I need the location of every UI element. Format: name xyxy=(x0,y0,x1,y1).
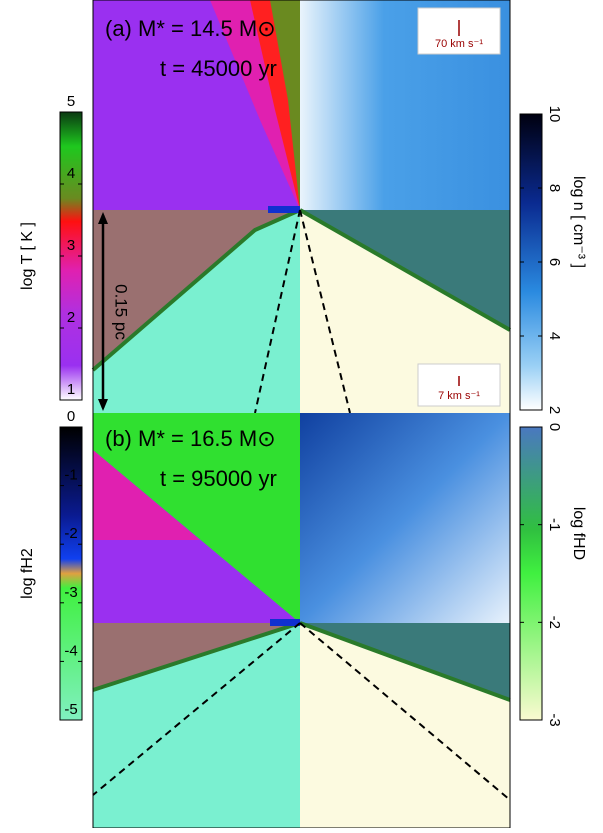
colorbar-tick-label: -5 xyxy=(64,701,77,718)
colorbar-tick-label: 2 xyxy=(546,406,563,414)
colorbar-tick-label: -1 xyxy=(546,518,563,531)
fhd-map xyxy=(300,413,510,623)
velocity-scale: 70 km s⁻¹ xyxy=(435,38,483,50)
colorbar-label: log fHD xyxy=(570,507,587,560)
fh2-map xyxy=(93,450,200,540)
temperature-map xyxy=(93,210,300,370)
temperature-map xyxy=(93,210,300,413)
colorbar-tick-label: 6 xyxy=(546,258,563,266)
colorbar-label: log fH2 xyxy=(19,548,36,599)
panel-label: (a) M* = 14.5 M⊙ xyxy=(105,16,276,41)
colorbar-tick-label: -2 xyxy=(546,616,563,629)
colorbar-tick-label: -4 xyxy=(64,642,77,659)
colorbar-tick-label: -3 xyxy=(546,713,563,726)
panel-label: (b) M* = 16.5 M⊙ xyxy=(105,426,276,451)
colorbar-tick-label: 1 xyxy=(67,381,75,398)
colorbar-tick-label: 3 xyxy=(67,237,75,254)
front xyxy=(299,208,511,332)
dashed-line xyxy=(92,622,301,796)
density-map xyxy=(300,210,510,413)
dashed-line xyxy=(299,209,351,414)
panel-time: t = 95000 yr xyxy=(160,466,277,491)
fh2-map xyxy=(93,450,300,623)
dashed-line xyxy=(254,209,301,414)
colorbar-tick-label: 4 xyxy=(546,332,563,340)
colorbar-tick-label: -1 xyxy=(64,467,77,484)
scale-bar-arrow xyxy=(98,212,108,224)
colorbar-label: log T [ K ] xyxy=(19,222,36,290)
velocity-scale: 7 km s⁻¹ xyxy=(438,390,480,402)
front xyxy=(92,621,301,692)
panel-a: 0.15 pc (a) M* = 14.5 M⊙ t = 45000 yr 70… xyxy=(91,0,511,414)
colorbar-tick-label: -3 xyxy=(64,584,77,601)
colorbar-tick-label: 0 xyxy=(546,423,563,431)
hot-region xyxy=(270,0,300,210)
front xyxy=(299,621,511,702)
fhd-map xyxy=(300,623,510,828)
colorbar-tick-label: 10 xyxy=(546,106,563,123)
colorbar-tick-label: 8 xyxy=(546,184,563,192)
scale-bar-arrow xyxy=(98,399,108,411)
colorbar-tick-label: -2 xyxy=(64,525,77,542)
disk xyxy=(270,619,300,626)
colorbar-tick-label: 5 xyxy=(67,93,75,110)
colorbar xyxy=(519,426,543,721)
colorbar xyxy=(59,426,83,721)
panel-b: (b) M* = 16.5 M⊙ t = 95000 yr xyxy=(92,413,511,828)
scale-label: 0.15 pc xyxy=(112,284,131,340)
dashed-line xyxy=(299,622,511,801)
colorbar-tick-label: 0 xyxy=(67,408,75,425)
front xyxy=(91,208,301,372)
colorbar-tick-label: 4 xyxy=(67,165,75,182)
panel-time: t = 45000 yr xyxy=(160,56,277,81)
colorbar-label: log n [ cm⁻³ ] xyxy=(570,176,587,268)
colorbar-tick-label: 2 xyxy=(67,309,75,326)
colorbars: 1 2 3 4 5 log T [ K ] 2 4 6 8 10 log n [ cm⁻³ ] -5 -4… xyxy=(19,93,587,727)
disk xyxy=(268,206,300,213)
